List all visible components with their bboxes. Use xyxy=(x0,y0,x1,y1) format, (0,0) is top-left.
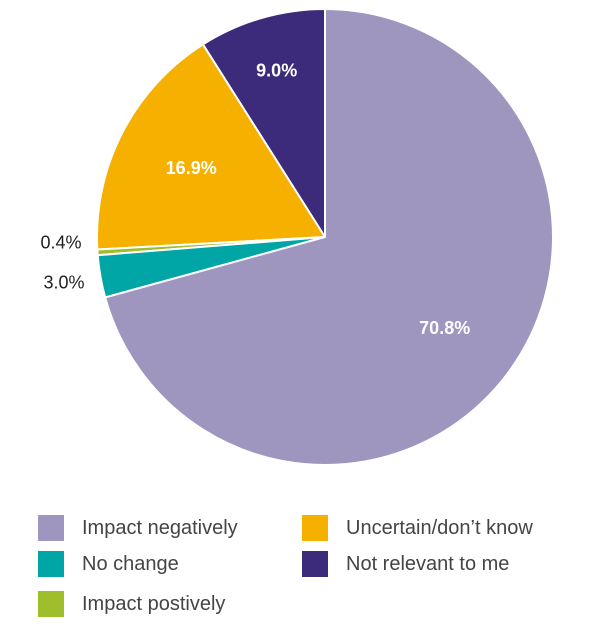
pie-slice-impact-negatively xyxy=(104,8,554,466)
pie-label-impact-negatively: 70.8% xyxy=(419,318,470,338)
legend-label-no-change: No change xyxy=(82,552,179,575)
pie-label-no-change: 3.0% xyxy=(43,273,84,293)
legend-item-not-relevant: Not relevant to me xyxy=(302,551,509,577)
legend-label-uncertain: Uncertain/don’t know xyxy=(346,516,533,539)
legend-swatch-impact-positively xyxy=(38,591,64,617)
pie-label-not-relevant-to-me: 9.0% xyxy=(256,61,297,81)
legend-item-uncertain: Uncertain/don’t know xyxy=(302,515,533,541)
legend-label-impact-positively: Impact postively xyxy=(82,592,226,615)
pie-slice-not-relevant-to-me xyxy=(201,8,326,238)
pie-label-impact-postively: 0.4% xyxy=(40,232,81,252)
legend-item-no-change: No change xyxy=(38,551,179,577)
legend-label-impact-negatively: Impact negatively xyxy=(82,516,238,539)
legend-swatch-impact-negatively xyxy=(38,515,64,541)
legend-item-impact-positively: Impact postively xyxy=(38,591,225,617)
pie-chart: 9.0% 16.9% 0.4% 3.0% 70.8% xyxy=(40,8,554,466)
legend-swatch-no-change xyxy=(38,551,64,577)
pie-label-uncertain-don-t-know: 16.9% xyxy=(166,158,217,178)
legend-label-not-relevant: Not relevant to me xyxy=(346,552,510,575)
legend-item-impact-negatively: Impact negatively xyxy=(38,515,238,541)
legend-swatch-uncertain xyxy=(302,515,328,541)
chart-legend: Impact negatively Uncertain/don’t know N… xyxy=(38,515,598,630)
pie-slice-uncertain-don-t-know xyxy=(95,43,326,251)
legend-swatch-not-relevant xyxy=(302,551,328,577)
